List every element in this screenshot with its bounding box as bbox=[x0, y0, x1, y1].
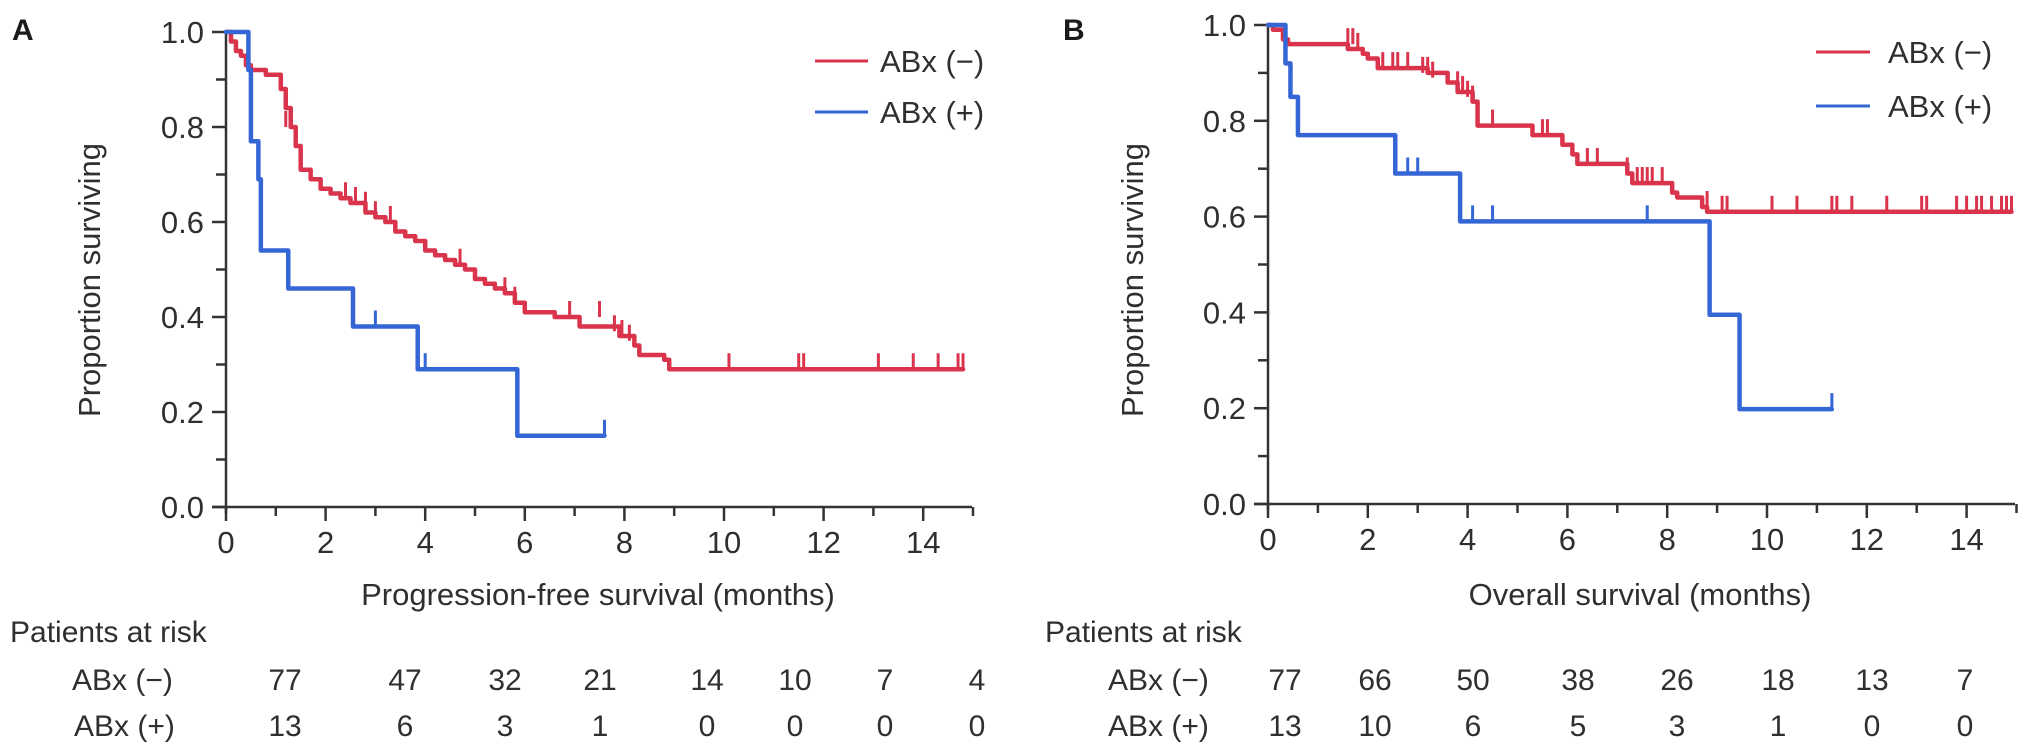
legend-label-abx-pos-b: ABx (+) bbox=[1888, 89, 1992, 124]
risk-value: 38 bbox=[1561, 664, 1594, 697]
x-tick-label-a: 8 bbox=[616, 525, 633, 560]
x-tick-label-b: 8 bbox=[1659, 522, 1676, 557]
y-tick-label-a: 0.8 bbox=[161, 110, 204, 145]
risk-table-a: Patients at risk ABx (−) ABx (+) 77 47 32 2… bbox=[10, 616, 985, 743]
risk-row-label-abx-neg-b: ABx (−) bbox=[1108, 664, 1209, 697]
y-tick-label-b: 0.6 bbox=[1203, 200, 1246, 235]
x-tick-label-a: 12 bbox=[806, 525, 840, 560]
risk-value: 6 bbox=[397, 710, 414, 743]
risk-value: 66 bbox=[1358, 664, 1391, 697]
risk-value: 3 bbox=[1669, 710, 1686, 743]
x-tick-label-a: 6 bbox=[516, 525, 533, 560]
y-tick-label-a: 0.2 bbox=[161, 395, 204, 430]
risk-value: 0 bbox=[969, 710, 986, 743]
x-tick-label-a: 14 bbox=[906, 525, 940, 560]
risk-value: 13 bbox=[1855, 664, 1888, 697]
km-curve-abx-pos-b bbox=[1265, 22, 1835, 412]
axes-a: 0.0 0.2 0.4 0.6 0.8 1.0 0 2 4 6 8 10 12 14 bbox=[161, 15, 975, 560]
legend-label-abx-pos-a: ABx (+) bbox=[880, 95, 984, 130]
km-curve-abx-neg-a bbox=[223, 29, 966, 372]
x-tick-label-b: 14 bbox=[1949, 522, 1983, 557]
risk-value: 32 bbox=[488, 664, 521, 697]
risk-values-b: 77 66 50 38 26 18 13 713 10 6 5 3 1 0 0 bbox=[1268, 664, 1973, 743]
x-tick-label-a: 4 bbox=[417, 525, 434, 560]
risk-value: 6 bbox=[1465, 710, 1482, 743]
y-tick-label-a: 0.6 bbox=[161, 205, 204, 240]
km-curve-abx-pos-a bbox=[223, 29, 607, 438]
risk-value: 10 bbox=[1358, 710, 1391, 743]
risk-value: 77 bbox=[1268, 664, 1301, 697]
risk-value: 0 bbox=[699, 710, 716, 743]
panel-label-a: A bbox=[12, 14, 34, 47]
y-tick-label-b: 0.4 bbox=[1203, 295, 1246, 330]
legend-a: ABx (−) ABx (+) bbox=[815, 44, 984, 130]
x-tick-label-b: 2 bbox=[1359, 522, 1376, 557]
risk-value: 47 bbox=[388, 664, 421, 697]
y-tick-label-b: 0.2 bbox=[1203, 391, 1246, 426]
legend-label-abx-neg-a: ABx (−) bbox=[880, 44, 984, 79]
axes-b: 0.0 0.2 0.4 0.6 0.8 1.0 0 2 4 6 8 10 12 14 bbox=[1203, 8, 2018, 557]
km-curve-abx-neg-b bbox=[1265, 22, 2014, 215]
risk-value: 0 bbox=[877, 710, 894, 743]
y-tick-label-a: 1.0 bbox=[161, 15, 204, 50]
risk-value: 13 bbox=[1268, 710, 1301, 743]
risk-row-label-abx-neg-a: ABx (−) bbox=[72, 664, 173, 697]
x-tick-label-a: 2 bbox=[317, 525, 334, 560]
panel-label-b: B bbox=[1063, 14, 1085, 47]
x-tick-label-b: 12 bbox=[1850, 522, 1884, 557]
risk-value: 18 bbox=[1761, 664, 1794, 697]
risk-table-title-b: Patients at risk bbox=[1045, 616, 1243, 649]
risk-value: 10 bbox=[778, 664, 811, 697]
risk-value: 21 bbox=[583, 664, 616, 697]
risk-value: 3 bbox=[497, 710, 514, 743]
legend-b: ABx (−) ABx (+) bbox=[1816, 35, 1992, 124]
y-tick-label-a: 0.0 bbox=[161, 490, 204, 525]
y-tick-label-a: 0.4 bbox=[161, 300, 204, 335]
risk-row-label-abx-pos-a: ABx (+) bbox=[74, 710, 175, 743]
x-tick-label-b: 10 bbox=[1750, 522, 1784, 557]
risk-value: 0 bbox=[1957, 710, 1974, 743]
panel-a: A Proportion surviving Progression-free … bbox=[10, 14, 985, 743]
risk-value: 0 bbox=[1864, 710, 1881, 743]
risk-row-label-abx-pos-b: ABx (+) bbox=[1108, 710, 1209, 743]
x-tick-label-a: 0 bbox=[217, 525, 234, 560]
risk-table-title-a: Patients at risk bbox=[10, 616, 208, 649]
risk-value: 77 bbox=[268, 664, 301, 697]
x-tick-label-b: 6 bbox=[1559, 522, 1576, 557]
risk-value: 5 bbox=[1570, 710, 1587, 743]
y-tick-label-b: 1.0 bbox=[1203, 8, 1246, 43]
y-tick-label-b: 0.8 bbox=[1203, 104, 1246, 139]
y-axis-title-a: Proportion surviving bbox=[72, 143, 107, 417]
risk-value: 0 bbox=[787, 710, 804, 743]
risk-value: 7 bbox=[1957, 664, 1974, 697]
risk-table-b: Patients at risk ABx (−) ABx (+) 77 66 50 3… bbox=[1045, 616, 1973, 743]
risk-value: 26 bbox=[1660, 664, 1693, 697]
x-axis-title-b: Overall survival (months) bbox=[1469, 577, 1812, 612]
risk-value: 13 bbox=[268, 710, 301, 743]
risk-value: 1 bbox=[592, 710, 609, 743]
x-tick-label-b: 0 bbox=[1259, 522, 1276, 557]
y-axis-title-b: Proportion surviving bbox=[1115, 143, 1150, 417]
risk-value: 50 bbox=[1456, 664, 1489, 697]
panel-b: B Proportion surviving Overall survival … bbox=[1045, 8, 2018, 743]
risk-values-a: 77 47 32 21 14 10 7 413 6 3 1 0 0 0 0 bbox=[268, 664, 985, 743]
legend-label-abx-neg-b: ABx (−) bbox=[1888, 35, 1992, 70]
risk-value: 7 bbox=[877, 664, 894, 697]
x-axis-title-a: Progression-free survival (months) bbox=[361, 577, 835, 612]
curves-a bbox=[223, 29, 966, 438]
risk-value: 1 bbox=[1770, 710, 1787, 743]
risk-value: 14 bbox=[690, 664, 723, 697]
x-tick-label-a: 10 bbox=[707, 525, 741, 560]
risk-value: 4 bbox=[969, 664, 986, 697]
x-tick-label-b: 4 bbox=[1459, 522, 1476, 557]
curves-b bbox=[1265, 22, 2014, 412]
y-tick-label-b: 0.0 bbox=[1203, 487, 1246, 522]
